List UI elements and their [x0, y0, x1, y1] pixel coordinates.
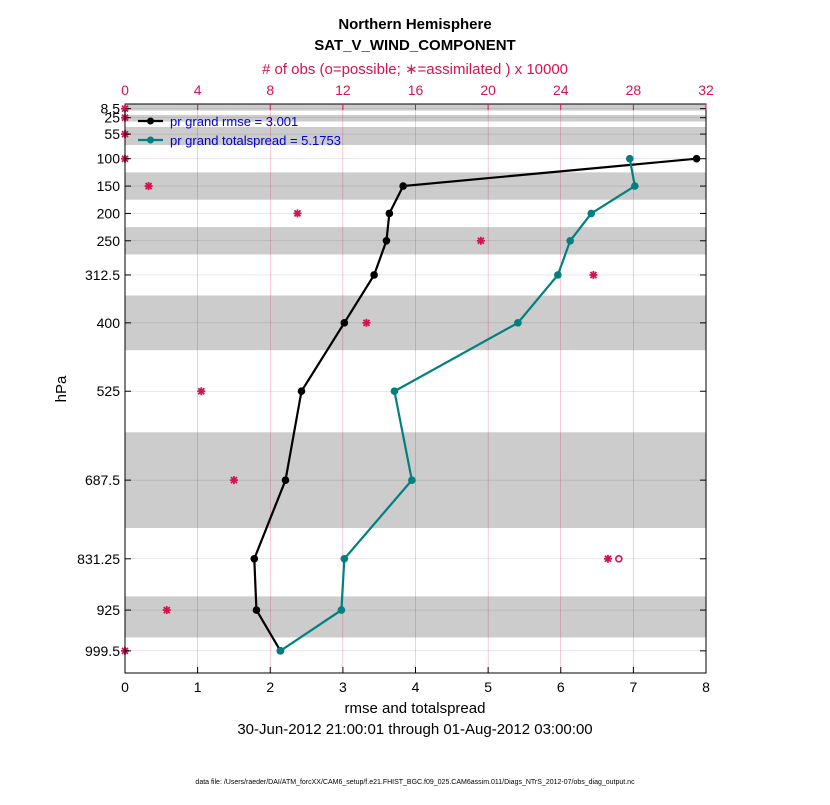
x-tick-label-6: 6: [557, 679, 565, 695]
obs-assimilated-7: [589, 270, 598, 279]
y-tick-label-0: 8.5: [101, 101, 121, 117]
obs-assimilated-8: [362, 318, 371, 327]
y-tick-label-7: 312.5: [85, 267, 120, 283]
y-tick-label-3: 100: [97, 151, 121, 167]
obs-assimilated-6-stroke-3: [477, 237, 485, 245]
y-tick-label-10: 687.5: [85, 472, 120, 488]
series-1-point-4: [554, 271, 562, 279]
y-tick-label-12: 925: [97, 602, 121, 618]
y-axis-label: hPa: [53, 375, 70, 402]
series-1-point-6: [390, 387, 399, 396]
x-tick-label-8: 8: [702, 679, 710, 695]
chart-title: Northern Hemisphere: [338, 16, 491, 33]
series-1-point-10: [276, 647, 285, 655]
series-1-point-7: [408, 476, 416, 484]
top-axis-label: # of obs (o=possible; ∗=assimilated ) x …: [262, 61, 568, 78]
footnote: data file: /Users/raeder/DAI/ATM_forcXX/…: [195, 779, 635, 786]
x-tick-label-0: 0: [121, 679, 129, 695]
obs-assimilated-6: [476, 236, 485, 245]
date-range: 30-Jun-2012 21:00:01 through 01-Aug-2012…: [237, 721, 592, 738]
top-tick-label-7: 28: [626, 82, 642, 98]
y-tick-label-4: 150: [97, 178, 121, 194]
shaded-band-2: [125, 126, 706, 146]
series-1-point-0: [625, 154, 634, 163]
y-tick-label-5: 200: [97, 205, 121, 221]
x-axis-label: rmse and totalspread: [345, 700, 486, 717]
x-tick-label-5: 5: [484, 679, 492, 695]
x-tick-label-2: 2: [266, 679, 274, 695]
legend-marker-1: [147, 136, 154, 144]
obs-assimilated-12-stroke-3: [163, 606, 171, 614]
obs-assimilated-5-stroke-3: [293, 209, 302, 218]
top-tick-label-0: 0: [121, 82, 129, 98]
series-0-point-9: [252, 606, 261, 614]
top-tick-label-1: 4: [194, 82, 202, 98]
y-tick-label-1: 25: [104, 110, 120, 126]
obs-assimilated-4-stroke-3: [144, 182, 153, 190]
chart-subtitle: SAT_V_WIND_COMPONENT: [314, 37, 515, 54]
x-tick-label-3: 3: [339, 679, 347, 695]
series-0-point-4: [370, 271, 378, 279]
y-tick-label-9: 525: [97, 383, 121, 399]
legend: pr grand rmse = 3.001 pr grand totalsprea…: [138, 114, 341, 148]
obs-assimilated-5: [293, 209, 302, 218]
legend-label-0: pr grand rmse = 3.001: [170, 114, 298, 129]
obs-assimilated-8-stroke-3: [362, 319, 371, 327]
obs-assimilated-7-stroke-3: [589, 271, 598, 279]
obs-possible-0: [615, 554, 623, 563]
series-0-point-5: [340, 319, 349, 327]
top-tick-label-8: 32: [698, 82, 714, 98]
y-tick-label-11: 831.25: [77, 551, 120, 567]
legend-label-1: pr grand totalspread = 5.1753: [170, 133, 341, 148]
shaded-band-1: [125, 114, 706, 122]
obs-assimilated-9-stroke-3: [197, 387, 205, 395]
top-axis-ticks: 0 4 8 12 16 20 24 28 32: [121, 82, 714, 110]
obs-assimilated-4: [144, 182, 153, 191]
obs-assimilated-11-stroke-3: [604, 555, 612, 563]
series-1-point-8: [340, 554, 349, 563]
x-axis-ticks: 0 1 2 3 4 5 6 7 8: [121, 667, 710, 695]
series-1-point-3: [566, 236, 574, 245]
y-tick-label-8: 400: [97, 315, 121, 331]
series-1-point-1: [631, 182, 639, 190]
series-1-point-9: [337, 606, 346, 614]
shaded-band-7: [125, 596, 706, 638]
obs-assimilated-10-stroke-3: [230, 476, 238, 484]
shaded-band-4: [125, 227, 706, 255]
top-tick-label-4: 16: [408, 82, 424, 98]
shaded-band-5: [125, 295, 706, 351]
y-tick-label-2: 55: [104, 126, 120, 142]
series-group: [250, 154, 701, 655]
x-tick-label-7: 7: [629, 679, 637, 695]
series-0-point-6: [297, 387, 306, 396]
obs-assimilated-12: [162, 606, 171, 615]
x-tick-label-1: 1: [194, 679, 202, 695]
series-0-point-2: [385, 209, 394, 218]
x-tick-label-4: 4: [412, 679, 420, 695]
obs-assimilated-9: [197, 387, 206, 396]
legend-marker-0: [147, 117, 154, 125]
top-tick-label-3: 12: [335, 82, 351, 98]
obs-assimilated-10: [229, 476, 238, 485]
series-0-point-1: [399, 182, 407, 190]
series-0-point-8: [250, 554, 259, 563]
series-1-point-2: [587, 209, 596, 218]
series-0-point-3: [382, 236, 391, 245]
top-tick-label-5: 20: [480, 82, 496, 98]
obs-assimilated-11: [603, 554, 612, 563]
y-tick-label-13: 999.5: [85, 643, 120, 659]
shaded-band-3: [125, 172, 706, 200]
y-tick-label-6: 250: [97, 233, 121, 249]
top-tick-label-2: 8: [266, 82, 274, 98]
series-0-point-7: [281, 476, 290, 484]
top-tick-label-6: 24: [553, 82, 569, 98]
series-0-point-0: [692, 154, 701, 163]
series-1-point-5: [514, 319, 522, 327]
